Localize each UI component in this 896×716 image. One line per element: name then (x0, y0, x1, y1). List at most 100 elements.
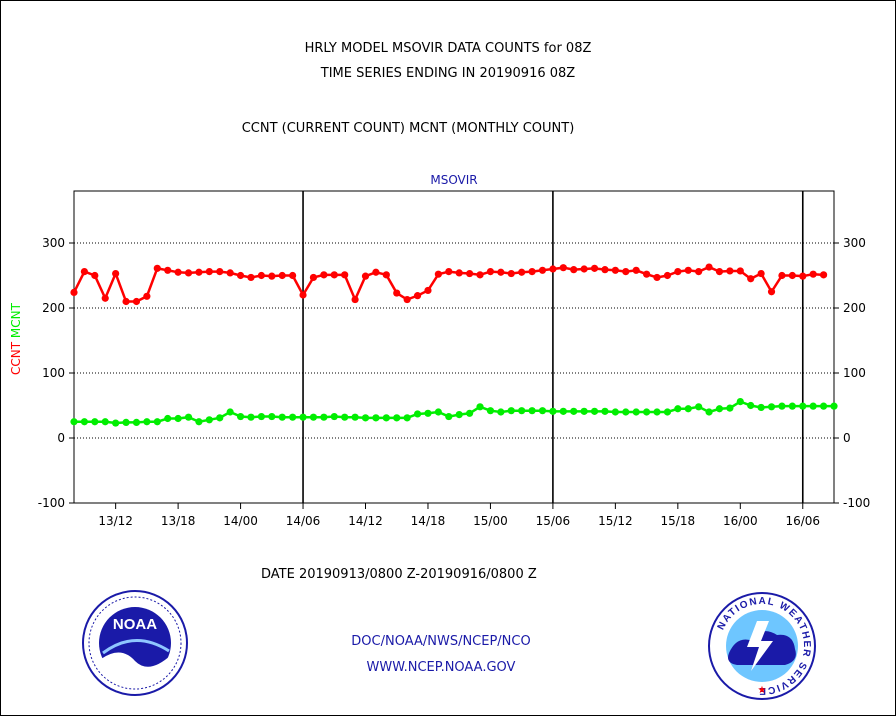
data-point-ccnt (205, 268, 213, 276)
data-point-ccnt (257, 271, 265, 280)
data-point-ccnt (153, 264, 161, 272)
data-point-mcnt (715, 405, 724, 413)
data-point-ccnt (778, 271, 786, 280)
xtick-label: 13/12 (98, 514, 133, 528)
data-point-mcnt (341, 413, 349, 421)
data-point-mcnt (601, 407, 609, 415)
data-point-ccnt (684, 266, 692, 274)
data-point-ccnt (507, 269, 515, 278)
plot-title: MSOVIR (430, 173, 477, 187)
data-point-ccnt (216, 268, 224, 276)
data-point-mcnt (455, 411, 463, 419)
data-point-mcnt (580, 407, 588, 415)
data-point-mcnt (289, 413, 297, 421)
data-point-ccnt (361, 272, 370, 280)
plot-frame (73, 190, 835, 504)
time-series-chart: -100 -100 0 0 100 100 200 200 300 300 13/12 13/18 14… (9, 173, 870, 528)
data-point-mcnt (538, 407, 547, 415)
data-point-mcnt (549, 407, 557, 415)
data-point-ccnt (143, 292, 151, 300)
data-point-mcnt (528, 407, 536, 415)
data-point-ccnt (809, 270, 817, 278)
data-point-ccnt (80, 268, 89, 276)
ytick-label-left: 200 (42, 301, 65, 315)
data-point-ccnt (570, 266, 578, 274)
data-point-mcnt (330, 412, 338, 421)
data-point-ccnt (330, 271, 338, 279)
data-point-mcnt (445, 412, 453, 421)
ytick-label-right: -100 (843, 496, 870, 510)
data-point-mcnt (320, 413, 328, 421)
data-point-mcnt (570, 407, 578, 415)
chart-title-line-3: CCNT (CURRENT COUNT) MCNT (MONTHLY COUNT… (241, 121, 575, 136)
data-point-mcnt (788, 402, 796, 410)
data-point-ccnt (289, 271, 297, 280)
data-point-ccnt (674, 268, 682, 276)
data-point-ccnt (455, 269, 463, 277)
data-point-ccnt (424, 286, 432, 295)
data-point-mcnt (695, 403, 703, 411)
xtick-label: 14/06 (286, 514, 321, 528)
data-point-ccnt (767, 288, 776, 296)
data-point-mcnt (351, 413, 359, 421)
xtick-label: 14/18 (411, 514, 446, 528)
data-point-ccnt (226, 269, 234, 277)
data-point-mcnt (830, 402, 838, 410)
data-point-ccnt (382, 271, 390, 279)
org-label: DOC/NOAA/NWS/NCEP/NCO (351, 634, 531, 649)
data-point-mcnt (476, 403, 484, 411)
data-point-ccnt (695, 268, 703, 276)
nws-star-icon: ★ (758, 685, 767, 696)
data-point-ccnt (580, 265, 588, 273)
data-point-ccnt (518, 268, 526, 276)
y-axis-label-ccnt: CCNT (9, 341, 23, 375)
data-point-mcnt (184, 413, 193, 421)
data-point-mcnt (590, 407, 599, 415)
data-point-mcnt (132, 418, 141, 426)
data-point-ccnt (309, 273, 318, 282)
data-point-ccnt (466, 269, 474, 278)
data-point-ccnt (528, 268, 536, 276)
data-point-ccnt (278, 271, 286, 280)
ytick-label-left: 0 (57, 431, 65, 445)
data-point-ccnt (445, 268, 453, 276)
data-point-mcnt (153, 418, 161, 426)
data-point-ccnt (601, 266, 609, 274)
data-point-ccnt (393, 289, 401, 297)
data-point-mcnt (164, 414, 172, 423)
data-point-ccnt (819, 271, 828, 279)
data-point-mcnt (632, 408, 640, 416)
data-point-mcnt (361, 414, 370, 422)
date-range-label: DATE 20190913/0800 Z-20190916/0800 Z (261, 567, 537, 582)
data-point-mcnt (653, 408, 661, 416)
xtick-label: 14/00 (223, 514, 258, 528)
nws-logo: NATIONAL WEATHER SERVICE ★ (708, 592, 816, 700)
data-point-mcnt (299, 413, 307, 421)
data-point-mcnt (486, 407, 495, 415)
data-point-ccnt (91, 271, 99, 280)
data-point-ccnt (299, 291, 307, 299)
data-point-ccnt (726, 267, 734, 275)
data-point-ccnt (747, 275, 755, 283)
data-point-mcnt (205, 416, 213, 424)
xtick-label: 15/18 (661, 514, 696, 528)
data-point-ccnt (372, 268, 380, 276)
data-point-mcnt (403, 414, 411, 422)
data-point-mcnt (80, 418, 89, 426)
data-point-mcnt (382, 414, 390, 422)
data-point-ccnt (247, 273, 255, 282)
data-point-mcnt (413, 410, 422, 418)
data-point-ccnt (341, 271, 349, 279)
url-link[interactable]: WWW.NCEP.NOAA.GOV (366, 660, 516, 675)
data-point-ccnt (705, 263, 713, 271)
ytick-label-right: 300 (843, 236, 866, 250)
data-point-ccnt (268, 272, 276, 280)
data-point-ccnt (434, 270, 442, 278)
data-point-ccnt (112, 269, 120, 278)
data-point-mcnt (372, 414, 380, 422)
data-point-ccnt (236, 271, 245, 280)
xtick-label: 16/06 (785, 514, 820, 528)
data-point-ccnt (122, 297, 130, 306)
data-point-ccnt (101, 294, 109, 302)
data-point-ccnt (715, 268, 724, 276)
